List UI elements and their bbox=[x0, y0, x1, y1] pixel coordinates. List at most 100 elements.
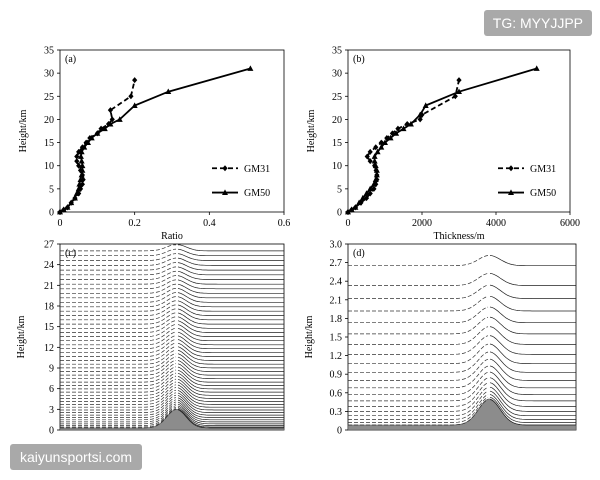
data-point-gm50 bbox=[78, 157, 85, 164]
y-tick-label: 0.9 bbox=[330, 370, 343, 381]
level-line-right bbox=[177, 399, 284, 418]
series-line-gm50 bbox=[59, 67, 251, 213]
legend-label-gm50: GM50 bbox=[244, 188, 270, 199]
level-line-left bbox=[348, 326, 489, 345]
level-line-left bbox=[60, 270, 177, 280]
level-line-right bbox=[177, 378, 284, 396]
level-line-left bbox=[60, 384, 177, 402]
data-point-gm50 bbox=[359, 194, 366, 201]
level-line-left bbox=[60, 331, 177, 346]
level-line-right bbox=[177, 308, 284, 321]
y-tick-label: 30 bbox=[44, 69, 54, 80]
level-line-right bbox=[178, 244, 284, 252]
level-line-left bbox=[60, 399, 177, 418]
y-tick-label: 20 bbox=[332, 115, 342, 126]
level-line-right bbox=[177, 349, 284, 365]
level-line-left bbox=[60, 283, 177, 294]
data-point-gm31 bbox=[384, 134, 390, 141]
x-axis-label: Thickness/m bbox=[433, 231, 484, 242]
legend-marker-gm50 bbox=[222, 189, 228, 195]
level-line-right bbox=[489, 396, 576, 423]
data-point-gm50 bbox=[64, 204, 71, 210]
level-line-right bbox=[489, 365, 576, 389]
level-line-left bbox=[60, 266, 177, 276]
y-tick-label: 25 bbox=[332, 92, 342, 103]
level-line-left bbox=[60, 292, 177, 303]
level-line-right bbox=[489, 358, 576, 381]
data-point-gm50 bbox=[94, 130, 101, 136]
level-line-left bbox=[60, 392, 177, 411]
data-point-gm50 bbox=[382, 139, 388, 145]
data-point-gm50 bbox=[352, 204, 359, 210]
data-point-gm31 bbox=[395, 125, 401, 132]
level-line-left bbox=[60, 342, 177, 357]
level-line-left bbox=[348, 296, 489, 312]
level-line-left bbox=[60, 389, 177, 408]
watermark-bottom-left: kaiyunsportsi.com bbox=[10, 444, 143, 470]
plot-frame bbox=[347, 243, 577, 431]
data-point-gm50 bbox=[422, 102, 429, 108]
legend-marker-gm31 bbox=[508, 165, 514, 172]
data-point-gm50 bbox=[407, 120, 414, 127]
data-point-gm31 bbox=[132, 77, 138, 84]
data-point-gm50 bbox=[348, 206, 355, 213]
y-tick-label: 0 bbox=[49, 426, 54, 437]
data-point-gm50 bbox=[116, 116, 123, 122]
data-point-gm50 bbox=[101, 125, 108, 132]
y-tick-label: 5 bbox=[49, 184, 54, 195]
y-tick-label: 10 bbox=[332, 161, 342, 172]
x-tick-label: 0 bbox=[346, 218, 351, 229]
x-tick-label: 4000 bbox=[486, 218, 506, 229]
level-line-left bbox=[60, 356, 177, 372]
data-point-gm50 bbox=[57, 208, 63, 215]
level-line-left bbox=[60, 300, 177, 312]
level-line-right bbox=[177, 384, 284, 402]
data-point-gm31 bbox=[107, 107, 113, 114]
level-line-right bbox=[177, 279, 284, 290]
level-line-left bbox=[60, 403, 177, 423]
data-point-gm50 bbox=[131, 102, 138, 108]
x-axis-label: Ratio bbox=[161, 231, 183, 242]
level-line-right bbox=[177, 397, 284, 416]
y-tick-label: 15 bbox=[44, 138, 54, 149]
level-line-left bbox=[348, 382, 489, 407]
data-point-gm50 bbox=[73, 190, 80, 196]
y-tick-label: 6 bbox=[49, 384, 54, 395]
level-line-left bbox=[348, 394, 489, 420]
level-line-left bbox=[348, 343, 489, 365]
data-point-gm50 bbox=[88, 134, 95, 141]
y-tick-label: 30 bbox=[332, 69, 342, 80]
level-line-right bbox=[177, 266, 284, 276]
data-point-gm50 bbox=[370, 181, 377, 187]
level-line-left bbox=[60, 353, 177, 369]
data-point-gm31 bbox=[128, 93, 134, 100]
data-point-gm50 bbox=[81, 144, 88, 150]
y-tick-label: 10 bbox=[44, 161, 54, 172]
y-tick-label: 1.2 bbox=[330, 351, 343, 362]
data-point-gm31 bbox=[98, 125, 104, 132]
panel-c-terrain-levels: 0 3 6 9 12 15 18 21 24 27 Height/km (c) bbox=[16, 240, 285, 437]
data-point-gm31 bbox=[367, 190, 373, 197]
level-line-left bbox=[60, 304, 177, 316]
data-point-gm50 bbox=[107, 120, 114, 127]
level-line-left bbox=[348, 397, 489, 423]
legend-marker-gm50 bbox=[508, 189, 514, 195]
level-line-left bbox=[60, 394, 177, 413]
level-line-left bbox=[60, 248, 177, 257]
level-line-left bbox=[60, 324, 177, 337]
panel-label: (c) bbox=[65, 248, 76, 259]
level-line-left bbox=[60, 378, 177, 396]
level-line-left bbox=[60, 257, 177, 266]
level-line-left bbox=[348, 351, 489, 373]
panel-b-line-chart: 0 5 10 15 20 25 30 35 0 2000 4000 6000 Thickness/m He… bbox=[306, 46, 580, 243]
y-tick-label: 24 bbox=[44, 260, 54, 271]
data-point-gm50 bbox=[373, 171, 380, 178]
level-line-left bbox=[60, 409, 177, 429]
level-line-left bbox=[60, 327, 177, 342]
level-line-right bbox=[177, 401, 284, 421]
level-line-right bbox=[177, 292, 284, 303]
data-point-gm31 bbox=[367, 148, 373, 155]
y-tick-label: 5 bbox=[337, 184, 342, 195]
y-tick-label: 18 bbox=[44, 302, 54, 313]
level-line-right bbox=[489, 295, 576, 312]
